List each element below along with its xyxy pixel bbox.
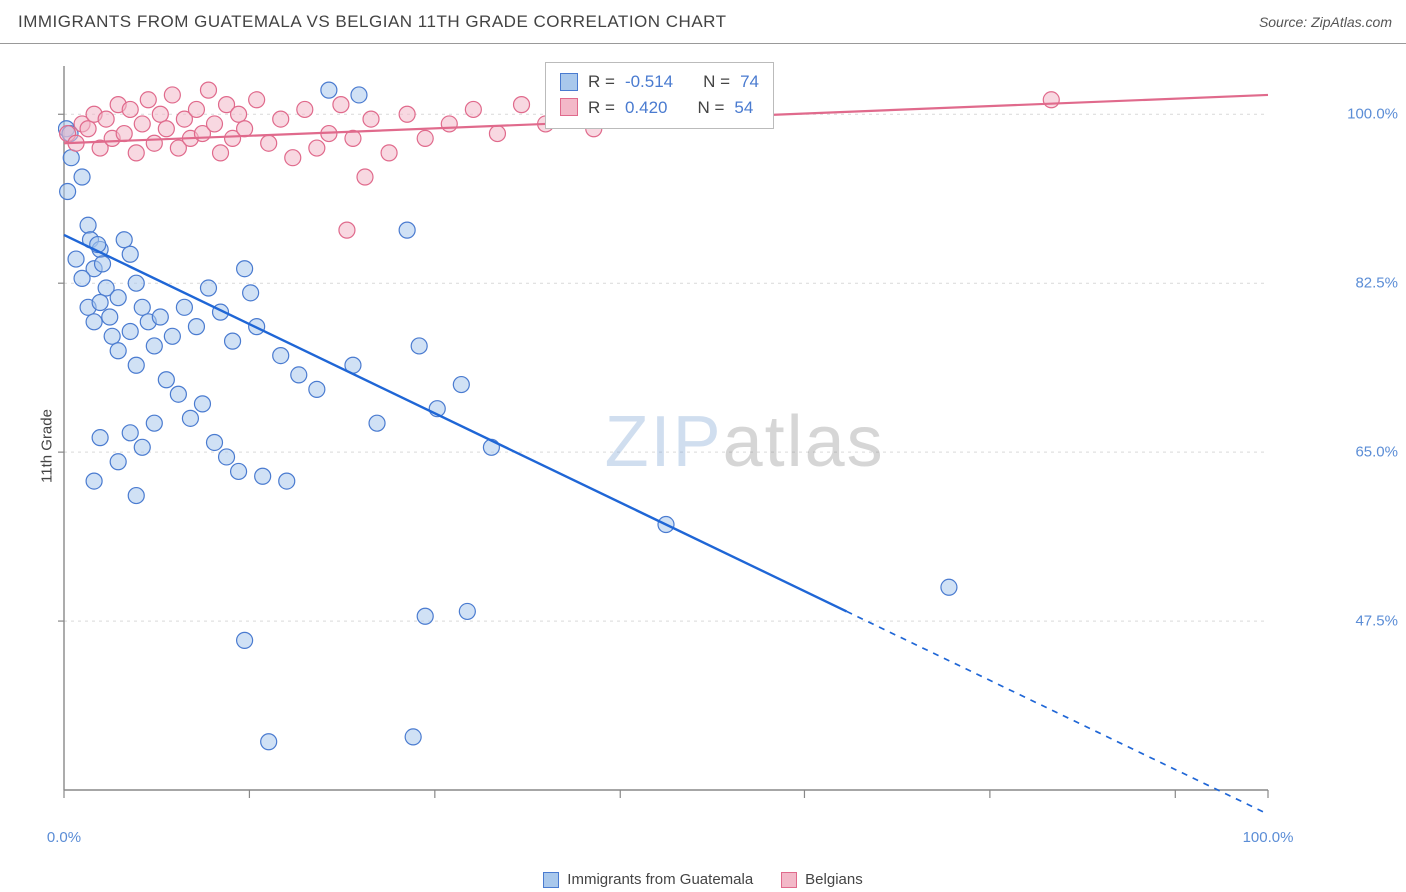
y-axis-label: 11th Grade	[38, 409, 55, 483]
y-tick-label: 82.5%	[1355, 275, 1398, 292]
title-bar: IMMIGRANTS FROM GUATEMALA VS BELGIAN 11T…	[0, 0, 1406, 44]
legend-item-guatemala: Immigrants from Guatemala	[543, 871, 753, 888]
source-label: Source: ZipAtlas.com	[1259, 14, 1392, 30]
stat-r-value: -0.514	[625, 69, 673, 95]
stat-r-prefix: R =	[588, 95, 615, 121]
stat-swatch	[560, 98, 578, 116]
source-prefix: Source:	[1259, 14, 1311, 30]
legend-swatch-guatemala	[543, 872, 559, 888]
scatter-plot	[58, 60, 1338, 820]
x-tick-label: 100.0%	[1243, 829, 1294, 846]
y-tick-label: 47.5%	[1355, 613, 1398, 630]
stat-r-prefix: R =	[588, 69, 615, 95]
source-link[interactable]: ZipAtlas.com	[1311, 14, 1392, 30]
correlation-stats-box: R = -0.514 N = 74 R = 0.420 N = 54	[545, 62, 774, 129]
legend-swatch-belgians	[781, 872, 797, 888]
stat-n-prefix: N =	[703, 69, 730, 95]
y-tick-label: 100.0%	[1347, 106, 1398, 123]
legend-label-guatemala: Immigrants from Guatemala	[567, 871, 753, 888]
chart-title: IMMIGRANTS FROM GUATEMALA VS BELGIAN 11T…	[18, 12, 727, 32]
stat-swatch	[560, 73, 578, 91]
legend-item-belgians: Belgians	[781, 871, 863, 888]
y-tick-label: 65.0%	[1355, 444, 1398, 461]
stat-r-value: 0.420	[625, 95, 668, 121]
stat-row: R = 0.420 N = 54	[560, 95, 759, 121]
bottom-legend: Immigrants from Guatemala Belgians	[0, 871, 1406, 888]
legend-label-belgians: Belgians	[805, 871, 863, 888]
stat-row: R = -0.514 N = 74	[560, 69, 759, 95]
x-tick-label: 0.0%	[47, 829, 81, 846]
plot-area: 47.5%65.0%82.5%100.0%0.0%100.0%	[58, 60, 1338, 820]
stat-n-prefix: N =	[697, 95, 724, 121]
stat-n-value: 74	[740, 69, 759, 95]
stat-n-value: 54	[734, 95, 753, 121]
